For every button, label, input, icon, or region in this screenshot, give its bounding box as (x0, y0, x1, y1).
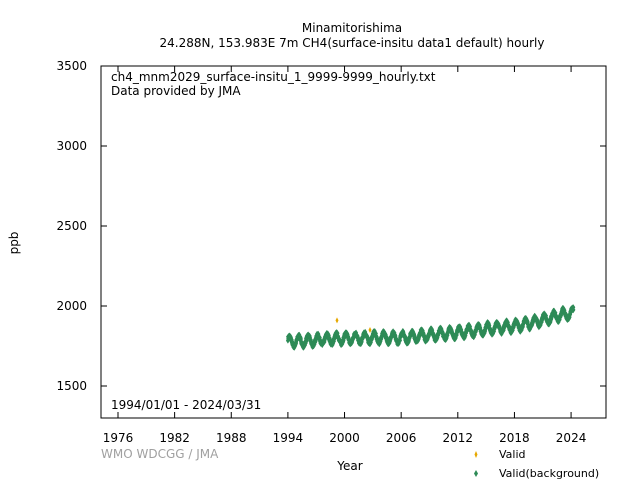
chart-title: Minamitorishima (302, 21, 402, 35)
x-tick-label: 1994 (273, 431, 304, 445)
legend-marker-valid (474, 451, 478, 458)
data-point-valid (335, 317, 339, 324)
y-tick-label: 3000 (56, 139, 87, 153)
annotation-period: 1994/01/01 - 2024/03/31 (111, 398, 261, 412)
x-tick-label: 2006 (386, 431, 417, 445)
x-tick-label: 1982 (159, 431, 190, 445)
x-tick-label: 2000 (329, 431, 360, 445)
y-tick-label: 1500 (56, 379, 87, 393)
data-point-valid (368, 327, 372, 333)
x-tick-label: 1988 (216, 431, 247, 445)
legend: Valid Valid(background) (474, 448, 599, 480)
y-tick-label: 3500 (56, 59, 87, 73)
chart-subtitle: 24.288N, 153.983E 7m CH4(surface-insitu … (160, 36, 545, 50)
x-axis: 1976 1982 1988 1994 2000 2006 2012 2018 2024 (103, 66, 587, 445)
annotation-filename: ch4_mnm2029_surface-insitu_1_9999-9999_h… (111, 70, 436, 84)
y-axis-label: ppb (7, 232, 21, 255)
x-tick-label: 2024 (556, 431, 587, 445)
plot-area (285, 304, 576, 351)
y-tick-label: 2000 (56, 299, 87, 313)
data-point-background (571, 306, 576, 313)
legend-label-valid-background: Valid(background) (499, 467, 599, 480)
credit-text: WMO WDCGG / JMA (101, 447, 219, 461)
plot-frame (100, 65, 607, 419)
legend-item-valid-background: Valid(background) (474, 467, 599, 480)
legend-marker-valid-background (474, 470, 478, 477)
x-tick-label: 1976 (103, 431, 134, 445)
x-axis-label: Year (336, 459, 362, 473)
x-tick-label: 2012 (443, 431, 474, 445)
annotation-provider: Data provided by JMA (111, 84, 241, 98)
x-tick-label: 2018 (499, 431, 530, 445)
legend-label-valid: Valid (499, 448, 526, 461)
legend-item-valid: Valid (474, 448, 526, 461)
y-tick-label: 2500 (56, 219, 87, 233)
y-axis: 1500 2000 2500 3000 3500 (56, 59, 606, 393)
